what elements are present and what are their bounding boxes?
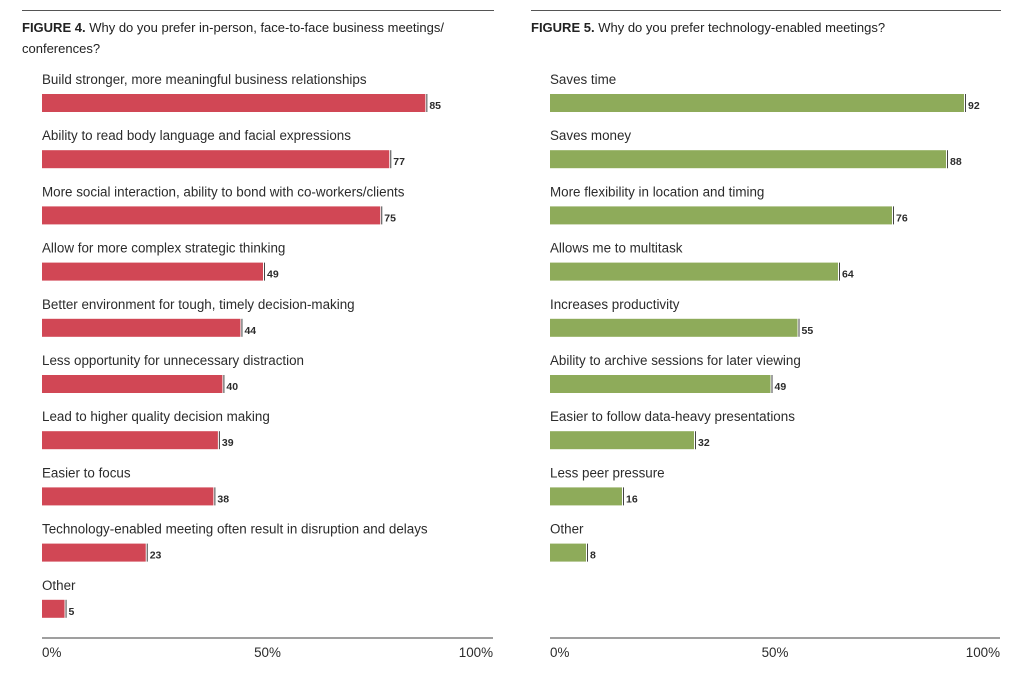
value-label: 44 [244, 325, 256, 337]
bar [550, 375, 771, 393]
x-tick-label: 0% [42, 645, 61, 660]
value-label: 23 [150, 550, 162, 562]
bar [550, 262, 838, 281]
bar [42, 599, 65, 618]
title-line-2: conferences? [22, 41, 101, 56]
value-label: 75 [384, 212, 396, 224]
x-tick-label: 100% [966, 645, 1000, 660]
value-label: 40 [226, 381, 238, 393]
category-label: Easier to focus [42, 465, 131, 480]
category-label: Lead to higher quality decision making [42, 409, 270, 424]
figure-5-chart: Saves time 92 Saves money 88 More flexibilit… [550, 72, 1000, 660]
x-tick-label: 100% [459, 645, 493, 660]
value-label: 8 [590, 550, 596, 562]
value-label: 38 [217, 493, 229, 505]
bar [42, 150, 390, 169]
value-label: 39 [222, 437, 234, 449]
value-label: 76 [896, 212, 908, 224]
bar [42, 206, 381, 225]
category-label: More flexibility in location and timing [550, 184, 764, 199]
value-label: 49 [775, 381, 787, 393]
bar [550, 431, 694, 450]
bar [550, 150, 946, 169]
category-label: Easier to follow data-heavy presentation… [550, 409, 795, 424]
value-label: 16 [626, 493, 638, 505]
category-label: Technology-enabled meeting often result … [42, 522, 428, 537]
value-label: 64 [842, 269, 854, 281]
value-label: 49 [267, 269, 279, 281]
value-label: 5 [69, 606, 75, 618]
category-label: More social interaction, ability to bond… [42, 184, 405, 199]
chart-title: FIGURE 4. Why do you prefer in-person, f… [22, 17, 444, 59]
x-tick-label: 0% [550, 645, 569, 660]
category-label: Saves time [550, 72, 616, 87]
category-label: Ability to read body language and facial… [42, 128, 351, 143]
x-tick-label: 50% [762, 645, 789, 660]
bar [550, 206, 892, 225]
category-label: Allow for more complex strategic thinkin… [42, 241, 285, 256]
top-rule [22, 10, 494, 11]
bar [42, 487, 214, 506]
category-label: Build stronger, more meaningful business… [42, 72, 367, 87]
category-label: Less opportunity for unnecessary distrac… [42, 353, 304, 368]
x-tick-label: 50% [254, 645, 281, 660]
figure-4-chart: Build stronger, more meaningful business… [42, 72, 493, 660]
bar [42, 431, 218, 450]
bar [42, 375, 223, 393]
category-label: Other [42, 578, 76, 593]
bar [550, 94, 964, 112]
value-label: 92 [968, 100, 980, 112]
category-label: Ability to archive sessions for later vi… [550, 353, 801, 368]
top-rule [531, 10, 1001, 11]
figure-4-panel: FIGURE 4. Why do you prefer in-person, f… [22, 0, 494, 678]
bar [550, 487, 622, 506]
figure-5-panel: FIGURE 5. Why do you prefer technology-e… [531, 0, 1001, 678]
bar [42, 94, 426, 112]
category-label: Allows me to multitask [550, 241, 683, 256]
bar [42, 262, 263, 281]
value-label: 32 [698, 437, 710, 449]
chart-title: FIGURE 5. Why do you prefer technology-e… [531, 17, 885, 38]
bar [42, 543, 146, 562]
category-label: Other [550, 522, 584, 537]
bar [550, 543, 586, 562]
title-line-1: Why do you prefer technology-enabled mee… [598, 20, 886, 35]
figure-label: FIGURE 5. [531, 20, 595, 35]
value-label: 85 [429, 100, 441, 112]
title-line-1: Why do you prefer in-person, face-to-fac… [89, 20, 444, 35]
category-label: Increases productivity [550, 297, 680, 312]
bar [550, 318, 798, 337]
category-label: Less peer pressure [550, 465, 665, 480]
value-label: 55 [802, 325, 814, 337]
category-label: Saves money [550, 128, 631, 143]
value-label: 77 [393, 156, 405, 168]
value-label: 88 [950, 156, 962, 168]
bar [42, 318, 241, 337]
figure-label: FIGURE 4. [22, 20, 86, 35]
category-label: Better environment for tough, timely dec… [42, 297, 355, 312]
